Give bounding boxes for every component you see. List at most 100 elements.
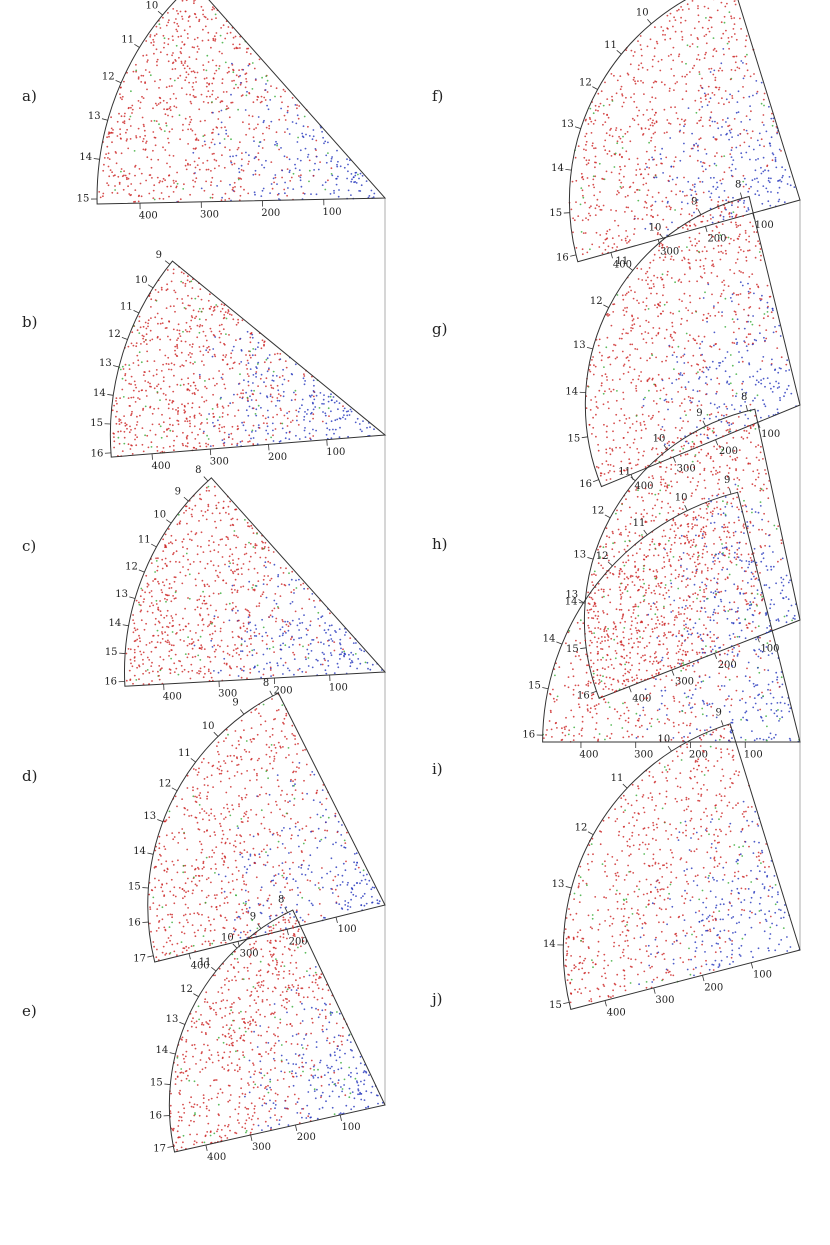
galaxy-dot — [231, 979, 234, 981]
galaxy-dot — [160, 192, 163, 194]
galaxy-dot — [220, 891, 223, 894]
galaxy-dot — [177, 12, 180, 15]
galaxy-dot — [190, 663, 193, 666]
galaxy-dot — [213, 152, 215, 155]
galaxy-dot — [285, 714, 288, 717]
galaxy-dot — [195, 532, 198, 534]
galaxy-dot — [206, 434, 209, 437]
galaxy-dot — [758, 194, 760, 197]
galaxy-dot — [574, 156, 577, 159]
galaxy-dot — [758, 144, 761, 147]
galaxy-dot — [321, 402, 323, 405]
galaxy-dot — [265, 126, 268, 129]
galaxy-dot — [249, 738, 252, 741]
galaxy-dot — [187, 558, 189, 561]
galaxy-dot — [168, 587, 171, 590]
galaxy-dot — [127, 107, 130, 110]
galaxy-dot — [241, 1126, 244, 1128]
galaxy-dot — [154, 646, 157, 649]
galaxy-dot — [292, 878, 295, 881]
galaxy-dot — [247, 414, 250, 417]
galaxy-dot — [247, 1113, 249, 1116]
galaxy-dot — [206, 607, 209, 610]
galaxy-dot — [157, 407, 160, 410]
galaxy-dot — [212, 37, 215, 40]
galaxy-dot — [201, 913, 203, 916]
galaxy-dot — [177, 859, 179, 862]
galaxy-dot — [178, 561, 181, 563]
galaxy-dot — [222, 650, 225, 653]
galaxy-dot — [767, 169, 770, 172]
galaxy-dot — [243, 930, 245, 933]
galaxy-dot — [178, 660, 180, 662]
galaxy-dot — [276, 662, 279, 665]
galaxy-dot — [275, 620, 277, 623]
galaxy-dot — [292, 643, 294, 646]
galaxy-dot — [176, 10, 178, 12]
galaxy-dot — [248, 114, 251, 117]
galaxy-dot — [288, 669, 291, 672]
galaxy-dot — [698, 20, 700, 23]
galaxy-dot — [321, 651, 324, 654]
galaxy-dot — [180, 47, 183, 50]
galaxy-dot — [155, 603, 158, 605]
galaxy-dot — [258, 970, 260, 973]
galaxy-dot — [221, 412, 224, 414]
galaxy-dot — [340, 1040, 343, 1043]
galaxy-dot — [174, 59, 177, 61]
galaxy-dot — [262, 626, 265, 629]
galaxy-dot — [249, 621, 252, 624]
galaxy-dot — [260, 786, 263, 789]
galaxy-dot — [231, 1003, 233, 1005]
galaxy-dot — [237, 177, 240, 180]
galaxy-dot — [154, 136, 157, 139]
galaxy-dot — [246, 330, 249, 333]
galaxy-dot — [330, 173, 333, 175]
galaxy-dot — [259, 715, 262, 717]
galaxy-dot — [217, 750, 219, 753]
galaxy-dot — [279, 994, 282, 996]
galaxy-dot — [296, 415, 298, 417]
galaxy-dot — [323, 629, 326, 632]
galaxy-dot — [215, 17, 217, 19]
galaxy-dot — [294, 935, 296, 937]
distance-tick-label: 300 — [210, 457, 229, 468]
galaxy-dot — [194, 438, 197, 440]
galaxy-dot — [183, 67, 186, 70]
galaxy-dot — [114, 185, 116, 187]
galaxy-dot — [340, 907, 343, 909]
galaxy-dot — [703, 35, 706, 37]
galaxy-dot — [167, 403, 170, 406]
galaxy-dot — [202, 1024, 205, 1026]
galaxy-dot — [138, 351, 141, 354]
galaxy-dot — [219, 914, 222, 917]
ra-tick-label: 11 — [120, 301, 133, 312]
galaxy-dot — [253, 942, 256, 945]
galaxy-dot — [196, 336, 199, 339]
galaxy-dot — [290, 817, 292, 820]
galaxy-dot — [235, 74, 238, 77]
galaxy-dot — [228, 674, 231, 676]
galaxy-dot — [250, 711, 253, 714]
galaxy-dot — [221, 41, 224, 44]
galaxy-dot — [632, 181, 635, 184]
galaxy-dot — [159, 97, 162, 100]
galaxy-dot — [337, 1068, 340, 1071]
galaxy-dot — [211, 646, 214, 648]
galaxy-dot — [222, 500, 225, 503]
galaxy-dot — [196, 1104, 199, 1106]
galaxy-dot — [316, 813, 319, 816]
galaxy-dot — [278, 974, 280, 976]
galaxy-dot — [237, 573, 240, 576]
galaxy-dot — [288, 852, 290, 854]
galaxy-dot — [306, 1104, 309, 1107]
galaxy-dot — [181, 931, 183, 934]
galaxy-dot — [140, 653, 143, 656]
galaxy-dot — [196, 164, 199, 167]
galaxy-dot — [231, 744, 234, 747]
galaxy-dot — [375, 1094, 378, 1097]
galaxy-dot — [114, 151, 117, 153]
galaxy-dot — [309, 816, 312, 819]
galaxy-dot — [343, 407, 346, 410]
galaxy-dot — [247, 858, 250, 861]
